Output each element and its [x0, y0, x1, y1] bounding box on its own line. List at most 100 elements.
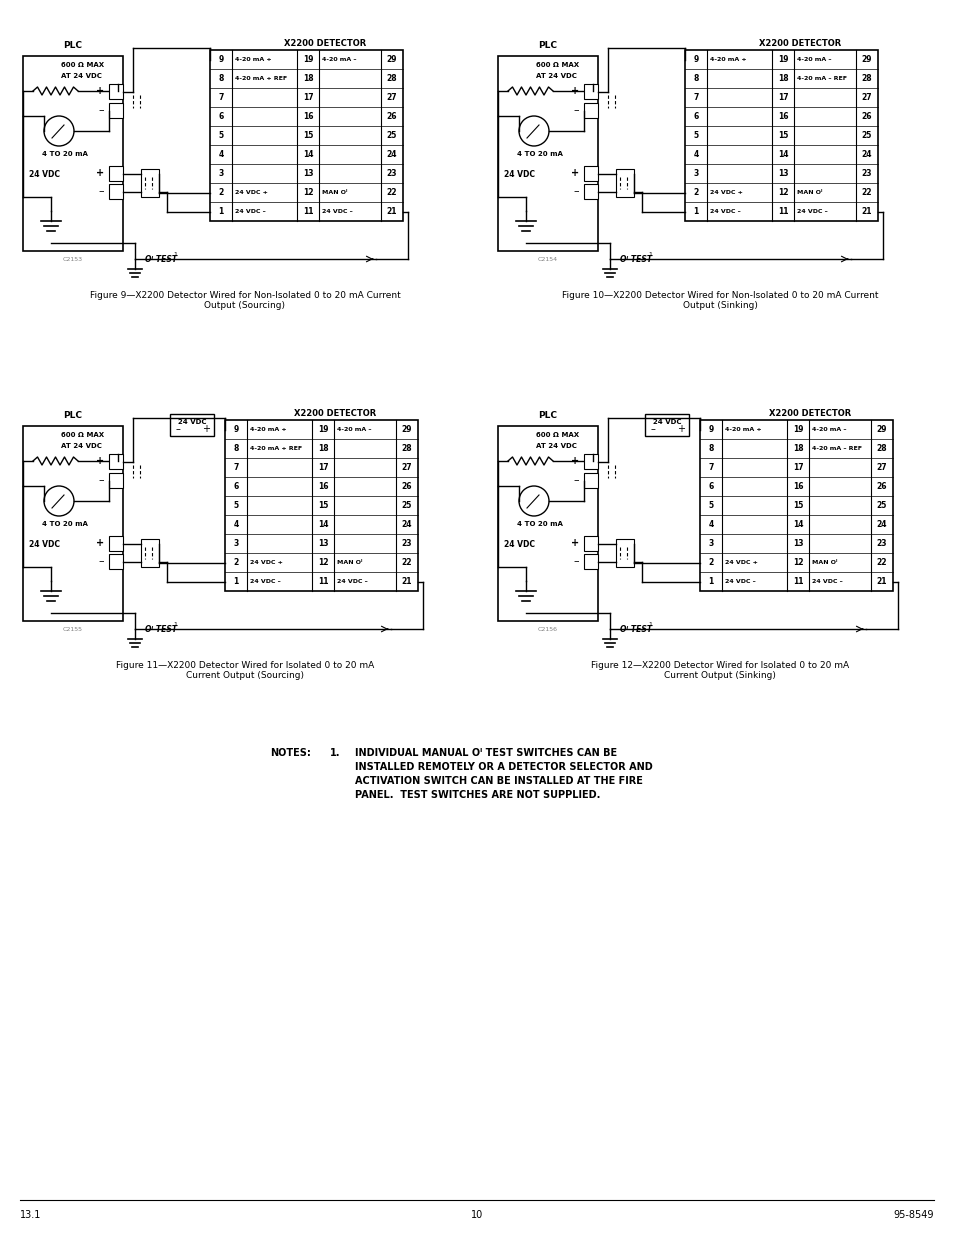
Bar	[616, 168, 634, 196]
Text: NOTES:: NOTES:	[270, 748, 311, 758]
Text: 600 Ω MAX: 600 Ω MAX	[536, 62, 578, 68]
Text: 6: 6	[233, 482, 238, 492]
Text: 22: 22	[876, 558, 886, 567]
Text: 4-20 mA –: 4-20 mA –	[796, 57, 831, 62]
Text: +: +	[95, 168, 104, 179]
Text: 3: 3	[218, 169, 223, 178]
Text: 12: 12	[777, 188, 787, 198]
Text: +: +	[95, 538, 104, 548]
Text: 4-20 mA +: 4-20 mA +	[709, 57, 746, 62]
Text: 23: 23	[861, 169, 871, 178]
Text: AT 24 VDC: AT 24 VDC	[536, 73, 577, 79]
Text: 21: 21	[386, 207, 396, 216]
Text: 25: 25	[386, 131, 396, 140]
Text: 17: 17	[792, 463, 802, 472]
Text: 2: 2	[218, 188, 223, 198]
Text: 600 Ω MAX: 600 Ω MAX	[61, 62, 104, 68]
Text: X2200 DETECTOR: X2200 DETECTOR	[294, 409, 375, 417]
Text: 25: 25	[861, 131, 871, 140]
Text: 16: 16	[317, 482, 328, 492]
Text: –: –	[175, 424, 180, 433]
Text: 28: 28	[876, 445, 886, 453]
Text: INDIVIDUAL MANUAL Oᴵ TEST SWITCHES CAN BE: INDIVIDUAL MANUAL Oᴵ TEST SWITCHES CAN B…	[355, 748, 617, 758]
Bar	[210, 49, 402, 221]
Text: 18: 18	[777, 74, 787, 83]
Bar	[583, 555, 598, 569]
Text: 16: 16	[302, 112, 313, 121]
Text: ACTIVATION SWITCH CAN BE INSTALLED AT THE FIRE: ACTIVATION SWITCH CAN BE INSTALLED AT TH…	[355, 776, 642, 785]
Text: +: +	[570, 538, 578, 548]
Text: 4-20 mA + REF: 4-20 mA + REF	[250, 446, 302, 451]
Text: 26: 26	[401, 482, 412, 492]
Text: 13.1: 13.1	[20, 1210, 41, 1220]
Text: 9: 9	[218, 56, 223, 64]
Text: 17: 17	[317, 463, 328, 472]
Text: 18: 18	[302, 74, 313, 83]
Text: +: +	[95, 86, 104, 96]
Text: 8: 8	[233, 445, 238, 453]
Text: AT 24 VDC: AT 24 VDC	[61, 443, 102, 450]
Text: 4-20 mA +: 4-20 mA +	[234, 57, 272, 62]
Text: 4-20 mA +: 4-20 mA +	[724, 427, 760, 432]
Text: 1: 1	[647, 252, 651, 257]
Text: 6: 6	[218, 112, 223, 121]
Text: PLC: PLC	[64, 411, 82, 420]
Text: MAN Oᴵ: MAN Oᴵ	[796, 190, 821, 195]
Text: Figure 9—X2200 Detector Wired for Non-Isolated 0 to 20 mA Current
Output (Sourci: Figure 9—X2200 Detector Wired for Non-Is…	[90, 291, 400, 310]
Text: 10: 10	[471, 1210, 482, 1220]
Text: 2: 2	[693, 188, 698, 198]
Text: 14: 14	[777, 149, 787, 159]
Text: –: –	[98, 475, 104, 485]
Text: –: –	[650, 424, 655, 433]
Text: 26: 26	[876, 482, 886, 492]
Text: 23: 23	[386, 169, 396, 178]
Text: 3: 3	[693, 169, 698, 178]
Text: +: +	[202, 424, 210, 433]
Bar	[23, 56, 123, 251]
Text: +: +	[570, 457, 578, 467]
Text: 600 Ω MAX: 600 Ω MAX	[536, 432, 578, 438]
Text: –: –	[573, 557, 578, 567]
Text: 24: 24	[386, 149, 396, 159]
Text: 22: 22	[861, 188, 871, 198]
Text: Oᴵ TEST: Oᴵ TEST	[619, 254, 652, 263]
Bar	[497, 426, 598, 621]
Text: 13: 13	[302, 169, 313, 178]
Text: +: +	[95, 457, 104, 467]
Text: 15: 15	[792, 501, 802, 510]
Text: 13: 13	[317, 538, 328, 548]
Text: 29: 29	[401, 425, 412, 433]
Text: Figure 12—X2200 Detector Wired for Isolated 0 to 20 mA
Current Output (Sinking): Figure 12—X2200 Detector Wired for Isola…	[590, 661, 848, 680]
Text: X2200 DETECTOR: X2200 DETECTOR	[768, 409, 850, 417]
Text: +: +	[677, 424, 684, 433]
Text: 22: 22	[386, 188, 396, 198]
Text: 4 TO 20 mA: 4 TO 20 mA	[517, 521, 562, 527]
Text: 12: 12	[792, 558, 802, 567]
Text: 19: 19	[317, 425, 328, 433]
Text: +: +	[570, 168, 578, 179]
Text: 11: 11	[317, 577, 328, 585]
Bar	[583, 103, 598, 119]
Text: 27: 27	[386, 93, 396, 103]
Bar	[109, 165, 123, 182]
Text: 21: 21	[861, 207, 871, 216]
Text: –: –	[573, 105, 578, 116]
Text: 28: 28	[401, 445, 412, 453]
Text: 9: 9	[708, 425, 713, 433]
Text: 24: 24	[876, 520, 886, 529]
Text: 24: 24	[401, 520, 412, 529]
Text: 15: 15	[302, 131, 313, 140]
Text: C2153: C2153	[63, 257, 83, 262]
Text: 9: 9	[233, 425, 238, 433]
Text: 24 VDC +: 24 VDC +	[234, 190, 268, 195]
Text: 4: 4	[218, 149, 223, 159]
Text: 29: 29	[876, 425, 886, 433]
Text: Oᴵ TEST: Oᴵ TEST	[619, 625, 652, 634]
Text: 14: 14	[792, 520, 802, 529]
Text: 14: 14	[302, 149, 313, 159]
Text: 16: 16	[777, 112, 787, 121]
Text: 18: 18	[792, 445, 802, 453]
Bar	[141, 538, 159, 567]
Text: 24 VDC: 24 VDC	[29, 540, 60, 550]
Text: 12: 12	[317, 558, 328, 567]
